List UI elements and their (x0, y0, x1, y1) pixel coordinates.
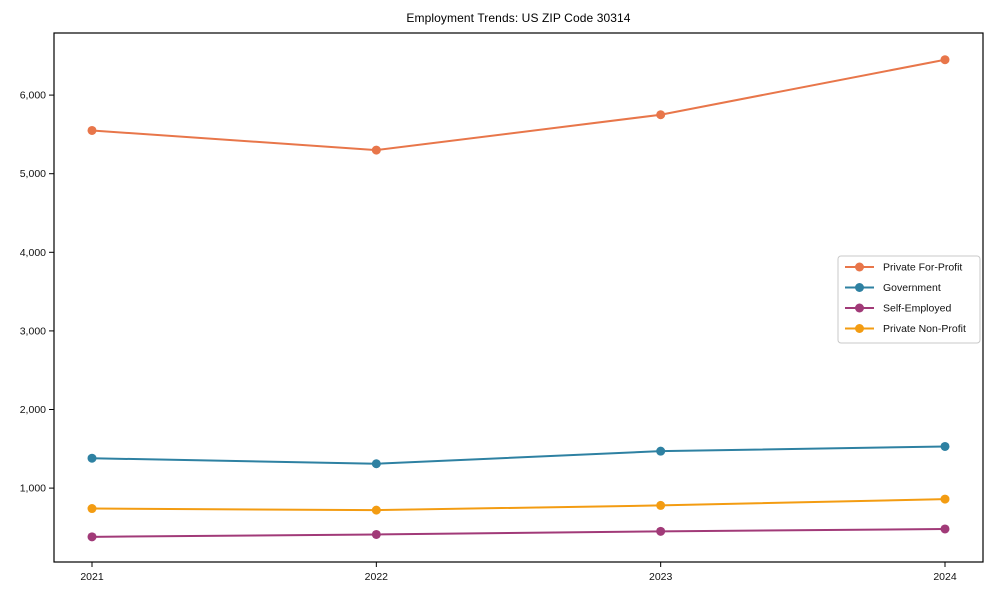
data-point-marker (940, 494, 950, 504)
data-point-marker (656, 446, 666, 456)
y-tick-label: 1,000 (20, 483, 46, 495)
legend-label: Private For-Profit (883, 262, 962, 274)
data-point-marker (940, 55, 950, 65)
y-tick-label: 5,000 (20, 168, 46, 180)
data-point-marker (940, 524, 950, 534)
x-tick-label: 2022 (365, 571, 389, 583)
series-line (91, 527, 946, 538)
y-tick-label: 3,000 (20, 325, 46, 337)
plot-border (53, 32, 984, 563)
data-point-marker (87, 504, 97, 514)
legend-marker (855, 324, 864, 333)
data-point-marker (87, 453, 97, 463)
legend-label: Private Non-Profit (883, 323, 966, 335)
legend-label: Self-Employed (883, 303, 951, 315)
y-tick-label: 4,000 (20, 247, 46, 259)
legend-item: Private Non-Profit (845, 323, 966, 335)
series-line (91, 498, 946, 512)
legend-marker (855, 303, 864, 313)
legend-label: Government (883, 282, 941, 294)
series-line (91, 445, 946, 465)
data-point-marker (940, 441, 950, 451)
x-tick-label: 2023 (649, 571, 673, 583)
legend-item: Government (845, 282, 941, 294)
legend-item: Self-Employed (845, 303, 951, 315)
legend-item: Private For-Profit (845, 262, 962, 274)
legend-box (837, 255, 981, 344)
data-point-marker (371, 145, 381, 155)
series-line (91, 58, 946, 152)
y-tick-label: 6,000 (20, 90, 46, 102)
data-point-marker (656, 526, 666, 536)
y-tick-label: 2,000 (20, 404, 46, 416)
data-point-marker (371, 529, 381, 539)
data-point-marker (87, 125, 97, 135)
legend-marker (855, 283, 864, 292)
x-tick-label: 2024 (933, 571, 957, 583)
data-point-marker (371, 505, 381, 515)
x-tick-label: 2021 (80, 571, 104, 583)
chart-title: Employment Trends: US ZIP Code 30314 (406, 11, 631, 25)
data-point-marker (87, 532, 97, 542)
data-point-marker (656, 110, 666, 120)
legend-marker (855, 262, 864, 272)
legend: Private For-Profit Government Self-Employe… (837, 255, 981, 344)
data-point-marker (371, 459, 381, 469)
data-point-marker (656, 500, 666, 510)
